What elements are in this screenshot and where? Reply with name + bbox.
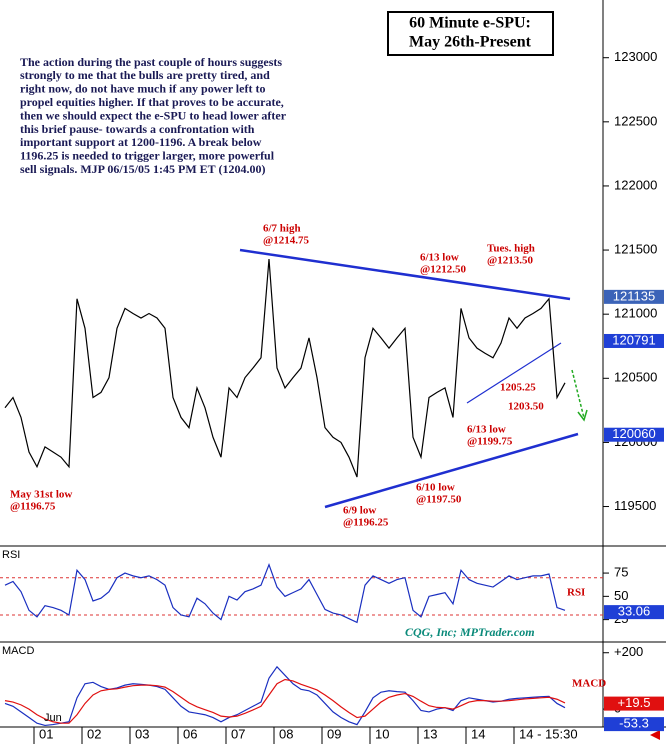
commentary: important support at 1200-1196. A break …	[20, 135, 262, 149]
annotation: 6/7 high	[263, 223, 301, 235]
arrow-head	[577, 409, 588, 422]
series-line	[4, 562, 566, 624]
annotation: @1196.25	[343, 517, 389, 529]
commentary: this brief pause- towards a confrontatio…	[20, 122, 255, 136]
annotation: @1196.75	[10, 501, 56, 513]
y-tick-label: 121000	[614, 306, 657, 321]
current-label: 33.06	[618, 604, 651, 619]
panel-title: RSI	[2, 549, 20, 561]
trend-line	[466, 342, 562, 404]
x-tick-label: 09	[327, 726, 341, 741]
annotation: May 31st low	[10, 489, 72, 501]
y-tick-label: 122000	[614, 177, 657, 192]
x-tick-label: 13	[423, 726, 437, 741]
x-tick-label: 14	[471, 726, 485, 741]
annotation: @1214.75	[263, 235, 309, 247]
annotation: 6/13 low	[420, 252, 459, 264]
annotation: 1203.50	[508, 401, 544, 413]
x-tick-label: 01	[39, 726, 53, 741]
annotation: 6/9 low	[343, 505, 376, 517]
commentary: then we should expect the e-SPU to head …	[20, 108, 287, 122]
panel-label: MACD	[572, 678, 606, 690]
x-tick-label: 14 - 15:30	[519, 726, 578, 741]
x-tick-label: 07	[231, 726, 245, 741]
annotation: @1197.50	[416, 494, 462, 506]
commentary: propel equities higher. If that proves t…	[20, 95, 284, 109]
annotation: 6/13 low	[467, 424, 506, 436]
y-tick-label: 120500	[614, 370, 657, 385]
price-marker	[604, 289, 664, 304]
annotation: 1205.25	[500, 382, 536, 394]
y-tick-label: 75	[614, 565, 628, 580]
trend-line	[239, 248, 571, 301]
current-box	[604, 605, 664, 620]
x-tick-label: 10	[375, 726, 389, 741]
x-tick-label: 06	[183, 726, 197, 741]
series-line	[4, 665, 566, 727]
trend-line	[324, 432, 579, 509]
y-tick-label: 123000	[614, 49, 657, 64]
annotation: @1213.50	[487, 255, 533, 267]
price-marker-label: 121135	[613, 288, 655, 303]
current-label: +19.5	[618, 695, 651, 710]
price-marker	[604, 333, 664, 348]
y-tick-label: 119500	[614, 498, 656, 513]
credit: CQG, Inc; MPTrader.com	[405, 625, 535, 639]
commentary: The action during the past couple of hou…	[20, 55, 282, 69]
annotation: @1199.75	[467, 436, 513, 448]
y-tick-label: +200	[614, 644, 643, 659]
commentary: 1196.25 is needed to trigger larger, mor…	[20, 149, 275, 163]
y-tick-label: 122500	[614, 113, 657, 128]
annotation: @1212.50	[420, 264, 466, 276]
month-label: Jun	[44, 712, 62, 724]
panel-label: RSI	[567, 587, 585, 599]
arrow	[571, 369, 585, 419]
chart-title: May 26th-Present	[409, 34, 532, 51]
price-marker-label: 120060	[612, 426, 655, 441]
panel-title: MACD	[2, 645, 34, 657]
commentary: strongly to me that the bulls are pretty…	[20, 68, 270, 82]
current-label: -53.3	[619, 716, 649, 731]
scroll-arrow	[650, 730, 660, 740]
current-box	[604, 696, 664, 711]
annotation: 6/10 low	[416, 482, 455, 494]
y-tick-label: 50	[614, 588, 628, 603]
price-marker	[604, 427, 664, 442]
x-tick-label: 02	[87, 726, 101, 741]
x-tick-label: 03	[135, 726, 149, 741]
commentary: sell signals. MJP 06/15/05 1:45 PM ET (1…	[20, 162, 265, 176]
series-line	[4, 258, 566, 478]
series-line	[4, 678, 566, 724]
chart-title: 60 Minute e-SPU:	[409, 15, 531, 32]
current-box	[604, 717, 664, 732]
annotation: Tues. high	[487, 243, 535, 255]
y-tick-label: 121500	[614, 241, 657, 256]
title-box	[387, 11, 554, 56]
x-tick-label: 08	[279, 726, 293, 741]
price-marker-label: 120791	[612, 332, 655, 347]
commentary: right now, do not have much if any power…	[20, 82, 265, 96]
